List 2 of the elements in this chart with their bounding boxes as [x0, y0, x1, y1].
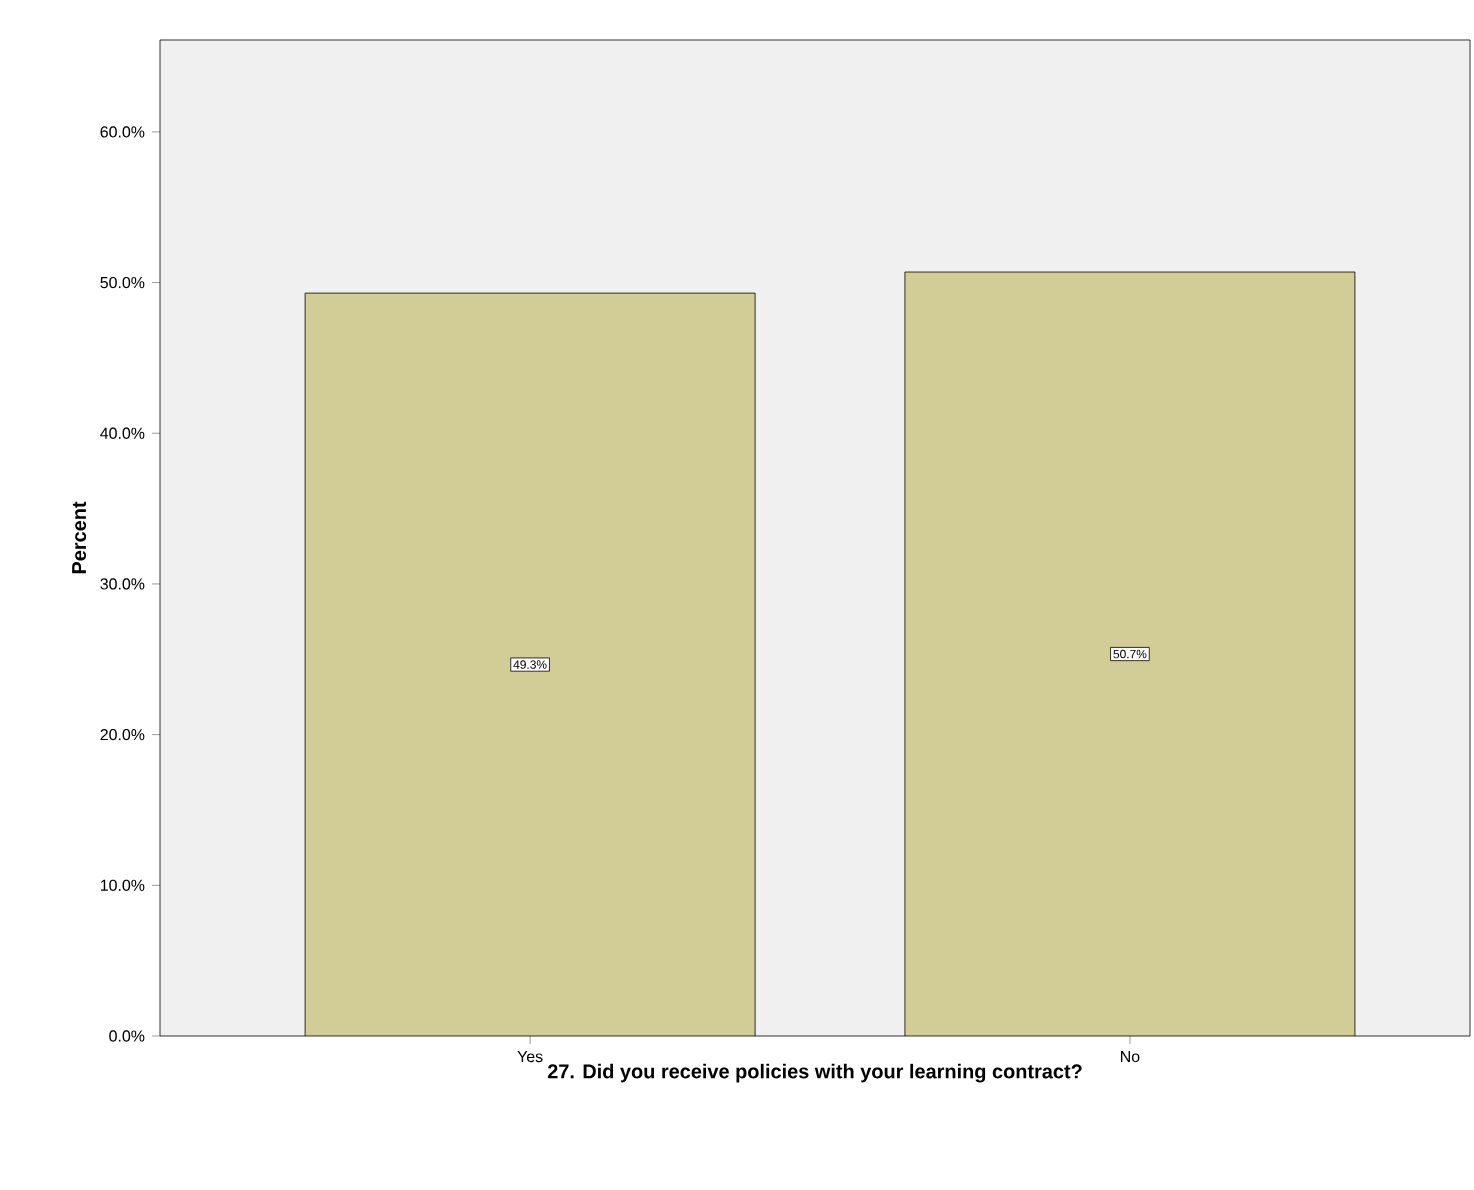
x-axis-title: 27. Did you receive policies with your learning contract?	[547, 1063, 1082, 1083]
y-axis-title: Percent	[72, 501, 87, 574]
